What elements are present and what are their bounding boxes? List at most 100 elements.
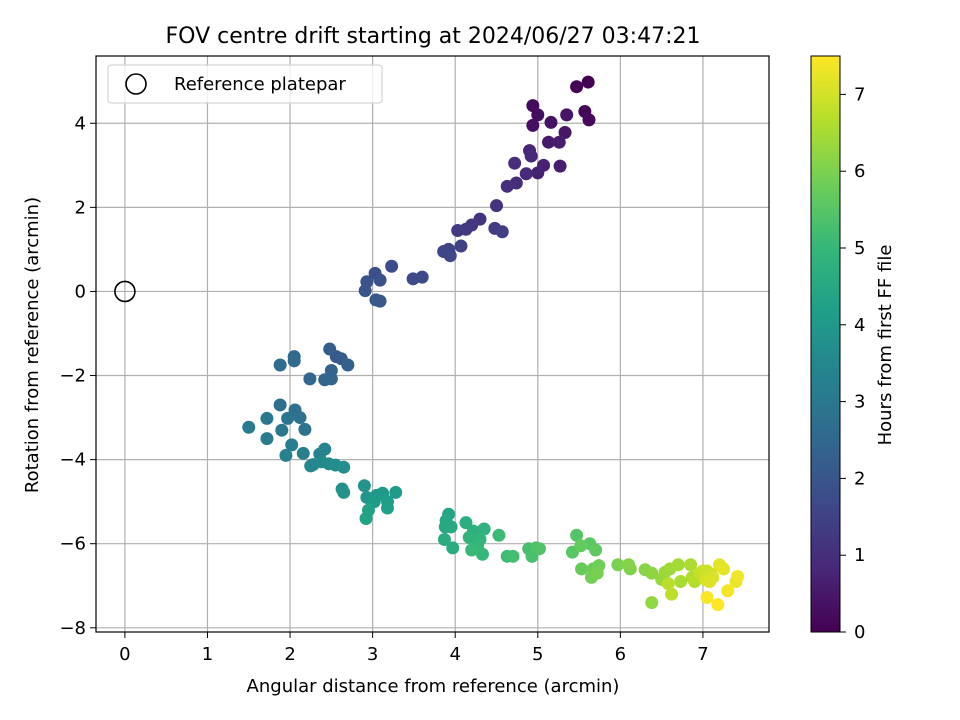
grid — [96, 56, 769, 632]
data-point — [279, 448, 293, 462]
data-point — [717, 562, 731, 576]
data-point — [531, 108, 545, 122]
data-point — [443, 249, 457, 263]
data-point — [318, 373, 332, 387]
data-point — [444, 520, 458, 534]
data-point — [570, 80, 584, 94]
data-point — [323, 342, 337, 356]
x-tick-label: 0 — [119, 644, 130, 665]
data-point — [703, 575, 717, 589]
legend-marker-icon — [125, 73, 147, 95]
legend: Reference platepar — [107, 64, 383, 104]
data-point — [700, 591, 714, 605]
data-point — [293, 411, 307, 425]
data-point — [281, 411, 295, 425]
data-point — [373, 294, 387, 308]
colorbar-tick-label: 5 — [854, 238, 865, 259]
data-point — [446, 541, 460, 555]
data-point — [380, 501, 394, 515]
scatter-points — [242, 75, 745, 612]
x-axis-label: Angular distance from reference (arcmin) — [247, 676, 620, 697]
data-point — [437, 533, 451, 547]
data-point — [622, 558, 636, 572]
reference-platepar-point — [114, 280, 136, 303]
plot-frame — [95, 55, 770, 633]
data-point — [544, 115, 558, 129]
data-point — [273, 358, 287, 372]
y-tick-label: −8 — [59, 618, 86, 639]
data-point — [542, 135, 556, 149]
data-point — [684, 558, 698, 572]
x-tick-label: 6 — [615, 644, 626, 665]
x-tick-label: 5 — [532, 644, 543, 665]
data-point — [661, 577, 675, 591]
colorbar-tick-label: 1 — [854, 545, 865, 566]
colorbar — [810, 55, 841, 633]
data-point — [526, 118, 540, 132]
data-point — [575, 562, 589, 576]
data-point — [318, 442, 332, 456]
data-point — [285, 438, 299, 452]
colorbar-tick-label: 0 — [854, 622, 865, 643]
data-point — [451, 223, 465, 237]
data-point — [711, 598, 725, 612]
y-tick-label: 4 — [75, 113, 86, 134]
data-point — [552, 135, 566, 149]
data-point — [570, 528, 584, 542]
x-tick-label: 1 — [202, 644, 213, 665]
data-point — [298, 422, 312, 436]
y-axis-label: Rotation from reference (arcmin) — [22, 197, 43, 493]
reference-marker — [114, 280, 136, 303]
data-point — [337, 485, 351, 499]
data-point — [581, 75, 595, 89]
data-point — [459, 516, 473, 530]
data-point — [337, 460, 351, 474]
x-tick-label: 2 — [284, 644, 295, 665]
data-point — [532, 542, 546, 556]
data-point — [296, 446, 310, 460]
data-point — [341, 358, 355, 372]
data-point — [389, 485, 403, 499]
x-axis-ticks: 0 1 2 3 4 5 6 7 — [119, 632, 709, 665]
data-point — [506, 549, 520, 563]
data-point — [574, 539, 588, 553]
y-tick-label: −4 — [59, 450, 86, 471]
x-tick-label: 4 — [449, 644, 460, 665]
data-point — [357, 479, 371, 493]
colorbar-label: Hours from first FF file — [875, 245, 896, 446]
data-point — [492, 528, 506, 542]
data-point — [611, 558, 625, 572]
data-point — [475, 547, 489, 561]
y-tick-label: −6 — [59, 534, 86, 555]
data-point — [671, 558, 685, 572]
x-tick-label: 7 — [697, 644, 708, 665]
y-tick-label: 0 — [75, 281, 86, 302]
colorbar-ticks: 0 1 2 3 4 5 6 7 — [840, 84, 865, 643]
data-point — [359, 511, 373, 525]
data-point — [304, 459, 318, 473]
data-point — [373, 273, 387, 287]
legend-box — [107, 64, 383, 104]
data-point — [275, 423, 289, 437]
y-tick-label: −2 — [59, 366, 86, 387]
data-point — [589, 543, 603, 557]
y-axis-ticks: −8 −6 −4 −2 0 2 4 — [59, 113, 96, 639]
colorbar-tick-label: 7 — [854, 84, 865, 105]
data-point — [273, 398, 287, 412]
legend-entry: Reference platepar — [174, 74, 346, 95]
data-point — [260, 411, 274, 425]
data-point — [721, 584, 735, 598]
data-point — [645, 566, 659, 580]
data-point — [406, 272, 420, 286]
chart-title: FOV centre drift starting at 2024/06/27 … — [166, 24, 701, 49]
data-point — [242, 420, 256, 434]
data-point — [260, 432, 274, 446]
data-point — [553, 159, 567, 173]
data-point — [500, 179, 514, 193]
data-point — [385, 259, 399, 273]
x-tick-label: 3 — [367, 644, 378, 665]
data-point — [590, 566, 604, 580]
data-point — [560, 108, 574, 122]
data-point — [495, 225, 509, 239]
